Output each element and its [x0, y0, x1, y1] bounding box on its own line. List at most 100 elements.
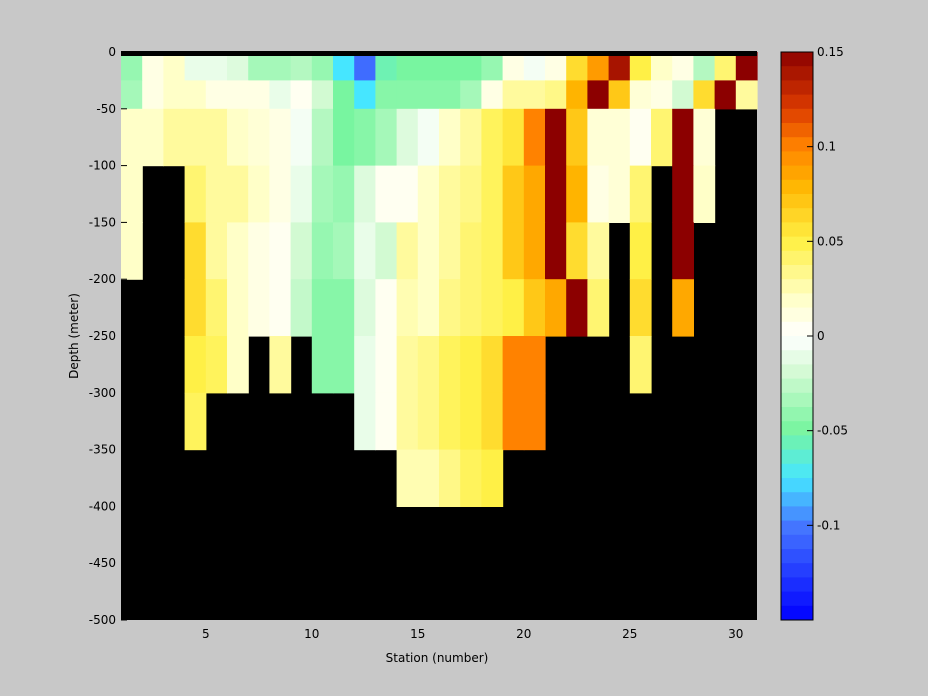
heatmap-cell: [523, 80, 546, 110]
y-tick-label: -300: [89, 386, 116, 400]
heatmap-cell: [311, 52, 334, 81]
colorbar-swatch: [781, 307, 813, 323]
colorbar-swatch: [781, 194, 813, 209]
heatmap-cell: [311, 80, 334, 110]
heatmap-cell: [672, 222, 694, 280]
plot-area: [121, 51, 758, 620]
heatmap-cell: [290, 52, 313, 81]
heatmap-cell: [523, 336, 546, 394]
heatmap-cell: [693, 80, 716, 110]
heatmap-cell: [333, 80, 355, 110]
x-tick-label: 10: [304, 627, 319, 641]
heatmap-cell: [587, 165, 610, 223]
heatmap-cell: [481, 336, 504, 394]
heatmap-cell: [333, 108, 355, 167]
x-tick-label: 5: [202, 627, 210, 641]
heatmap-cell: [269, 336, 292, 394]
colorbar-tick-label: 0.1: [817, 140, 836, 154]
heatmap-cell: [269, 279, 292, 337]
heatmap-cell: [481, 52, 504, 81]
heatmap-cell: [354, 279, 376, 337]
heatmap-cell: [184, 336, 207, 394]
heatmap-cell: [396, 80, 419, 110]
colorbar-swatch: [781, 108, 813, 124]
x-axis: 5 10 15 20 25 30: [202, 614, 743, 641]
heatmap-cell: [396, 108, 419, 167]
y-tick-label: 0: [108, 45, 116, 59]
heatmap-cell: [333, 52, 355, 81]
heatmap-cell: [523, 392, 546, 451]
heatmap-cell: [311, 336, 334, 394]
heatmap-cell: [481, 449, 504, 507]
heatmap-cell: [587, 279, 610, 337]
heatmap-cell: [205, 165, 228, 223]
colorbar-swatch: [781, 66, 813, 81]
heatmap-cell: [354, 52, 376, 81]
heatmap-cell: [290, 80, 313, 110]
heatmap-cell: [184, 392, 207, 451]
colorbar-swatch: [781, 321, 813, 337]
heatmap-cell: [502, 336, 525, 394]
heatmap-cell: [735, 80, 758, 110]
colorbar-swatch: [781, 591, 813, 607]
heatmap-cell: [375, 222, 398, 280]
heatmap-cell: [417, 80, 440, 110]
heatmap-cell: [248, 52, 270, 81]
colorbar-swatch: [781, 265, 813, 280]
heatmap-cell: [227, 336, 249, 394]
heatmap-cell: [587, 222, 610, 280]
heatmap-cell: [439, 80, 461, 110]
heatmap-cell: [227, 165, 249, 223]
heatmap-cell: [566, 279, 588, 337]
heatmap-cell: [269, 222, 292, 280]
y-tick-label: -450: [89, 556, 116, 570]
colorbar-swatch: [781, 336, 813, 351]
heatmap-cell: [248, 80, 270, 110]
y-tick-label: -200: [89, 272, 116, 286]
heatmap-cell: [439, 165, 461, 223]
heatmap-cell: [333, 279, 355, 337]
heatmap-cell: [502, 165, 525, 223]
heatmap-cell: [460, 108, 482, 167]
y-tick-label: -500: [89, 613, 116, 627]
surface-band: [121, 51, 757, 56]
heatmap-cell: [545, 80, 567, 110]
heatmap-cell: [481, 279, 504, 337]
heatmap-cell: [417, 165, 440, 223]
heatmap-cell: [227, 108, 249, 167]
heatmap-cell: [629, 336, 652, 394]
y-tick-label: -150: [89, 215, 116, 229]
heatmap-cell: [248, 279, 270, 337]
heatmap-cell: [460, 449, 482, 507]
heatmap-cell: [184, 279, 207, 337]
heatmap-cell: [693, 108, 716, 167]
heatmap-cell: [523, 108, 546, 167]
colorbar-tick-label: 0: [817, 329, 825, 343]
heatmap-cell: [481, 80, 504, 110]
heatmap-cell: [460, 80, 482, 110]
heatmap-cell: [566, 222, 588, 280]
heatmap-cell: [672, 80, 694, 110]
heatmap-cell: [608, 52, 631, 81]
heatmap-cell: [375, 52, 398, 81]
heatmap-cell: [672, 52, 694, 81]
colorbar-swatch: [781, 123, 813, 138]
colorbar-swatch: [781, 506, 813, 522]
heatmap-cell: [205, 80, 228, 110]
heatmap-cell: [502, 80, 525, 110]
heatmap-cell: [460, 336, 482, 394]
x-tick-label: 30: [728, 627, 743, 641]
colorbar-swatch: [781, 520, 813, 536]
heatmap-cell: [714, 80, 737, 110]
colorbar-swatch: [781, 421, 813, 436]
heatmap-cell: [629, 80, 652, 110]
heatmap-cell: [121, 222, 143, 280]
heatmap-cell: [439, 449, 461, 507]
colorbar-swatch: [781, 293, 813, 309]
heatmap-cell: [333, 165, 355, 223]
colorbar-swatch: [781, 80, 813, 96]
heatmap-cell: [545, 279, 567, 337]
colorbar-tick-label: -0.1: [817, 518, 840, 532]
colorbar-swatch: [781, 279, 813, 294]
